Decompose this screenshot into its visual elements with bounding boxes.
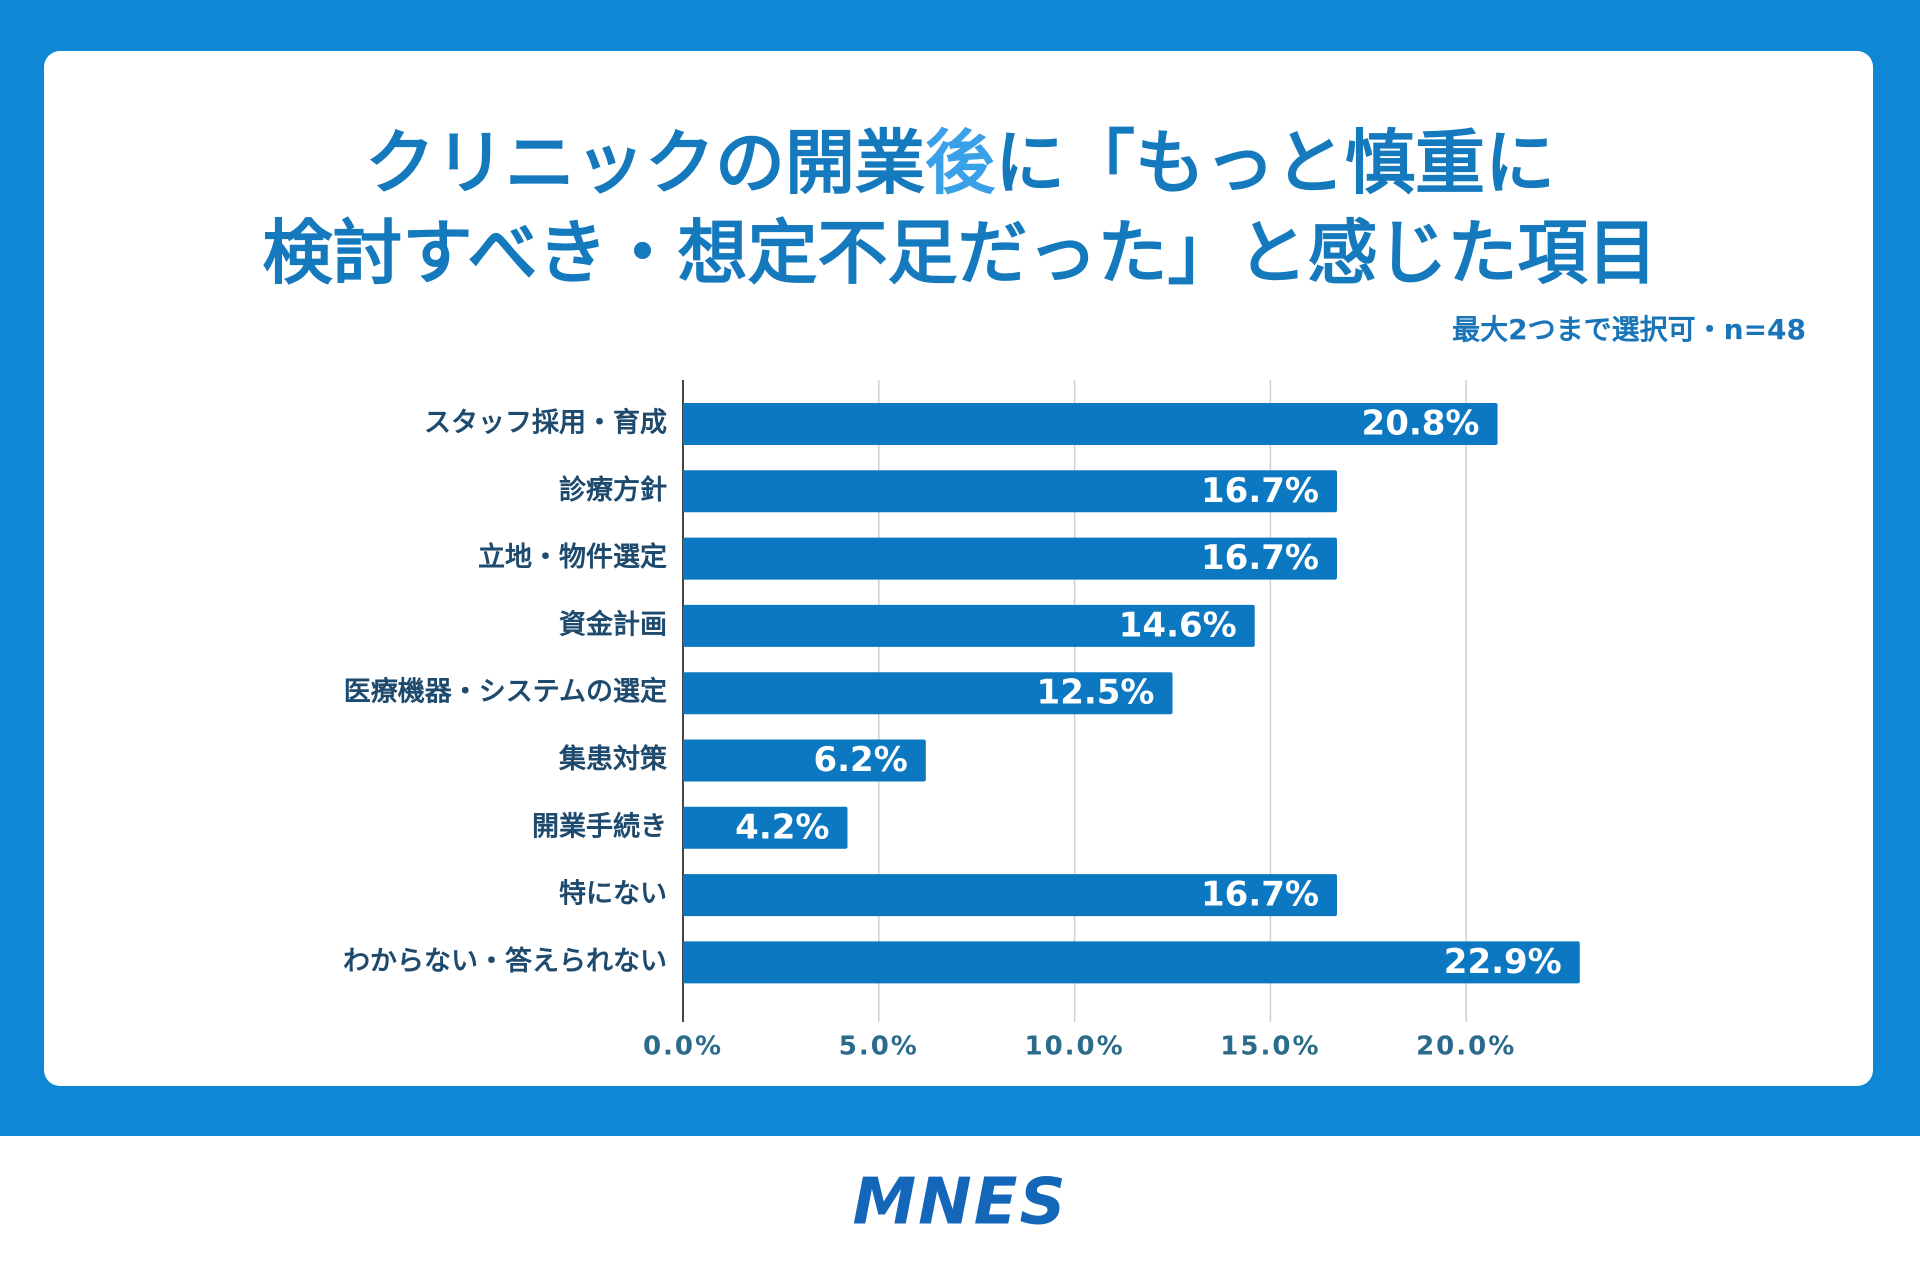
bar xyxy=(683,874,1337,917)
value-label: 20.8% xyxy=(1362,404,1480,444)
y-tick-label: わからない・答えられない xyxy=(343,945,667,977)
value-label: 6.2% xyxy=(813,740,907,780)
bar xyxy=(683,806,848,849)
chart-subtitle: 最大2つまで選択可・n=48 xyxy=(1452,313,1806,346)
value-label: 4.2% xyxy=(735,807,829,847)
x-tick-label: 0.0% xyxy=(643,1032,723,1062)
footer-band xyxy=(0,1136,1920,1280)
title-part: 検討すべき・想定不足だった」と感じた項目 xyxy=(262,212,1657,294)
bar xyxy=(683,470,1337,513)
y-tick-label: 開業手続き xyxy=(532,811,667,842)
value-label: 22.9% xyxy=(1444,942,1562,982)
x-tick-label: 10.0% xyxy=(1024,1032,1124,1062)
title-part: に「もっと慎重に xyxy=(995,122,1555,204)
logo: MNES xyxy=(852,1166,1067,1240)
x-tick-label: 20.0% xyxy=(1416,1032,1516,1062)
title-highlight: 後 xyxy=(925,122,996,204)
y-tick-label: 医療機器・システムの選定 xyxy=(344,676,667,708)
x-tick-label: 15.0% xyxy=(1220,1032,1320,1062)
x-tick-label: 5.0% xyxy=(839,1032,919,1062)
bar xyxy=(683,604,1255,647)
value-label: 16.7% xyxy=(1201,538,1319,578)
chart-title: クリニックの開業後に「もっと慎重に xyxy=(365,122,1555,204)
y-tick-label: 診療方針 xyxy=(559,474,667,506)
y-tick-label: スタッフ採用・育成 xyxy=(424,407,667,439)
bar xyxy=(683,403,1498,445)
y-tick-label: 資金計画 xyxy=(559,608,667,640)
title-part: クリニックの開業 xyxy=(365,122,925,204)
bar xyxy=(683,739,926,782)
chart-title: 検討すべき・想定不足だった」と感じた項目 xyxy=(262,212,1657,294)
y-tick-label: 立地・物件選定 xyxy=(478,541,667,573)
y-tick-label: 特にない xyxy=(559,879,667,910)
value-label: 14.6% xyxy=(1119,605,1237,645)
value-label: 16.7% xyxy=(1201,471,1319,511)
y-tick-label: 集患対策 xyxy=(558,743,668,775)
bar xyxy=(683,537,1337,580)
value-label: 12.5% xyxy=(1037,673,1155,713)
bar xyxy=(683,941,1580,984)
value-label: 16.7% xyxy=(1201,875,1319,915)
bar xyxy=(683,672,1173,715)
